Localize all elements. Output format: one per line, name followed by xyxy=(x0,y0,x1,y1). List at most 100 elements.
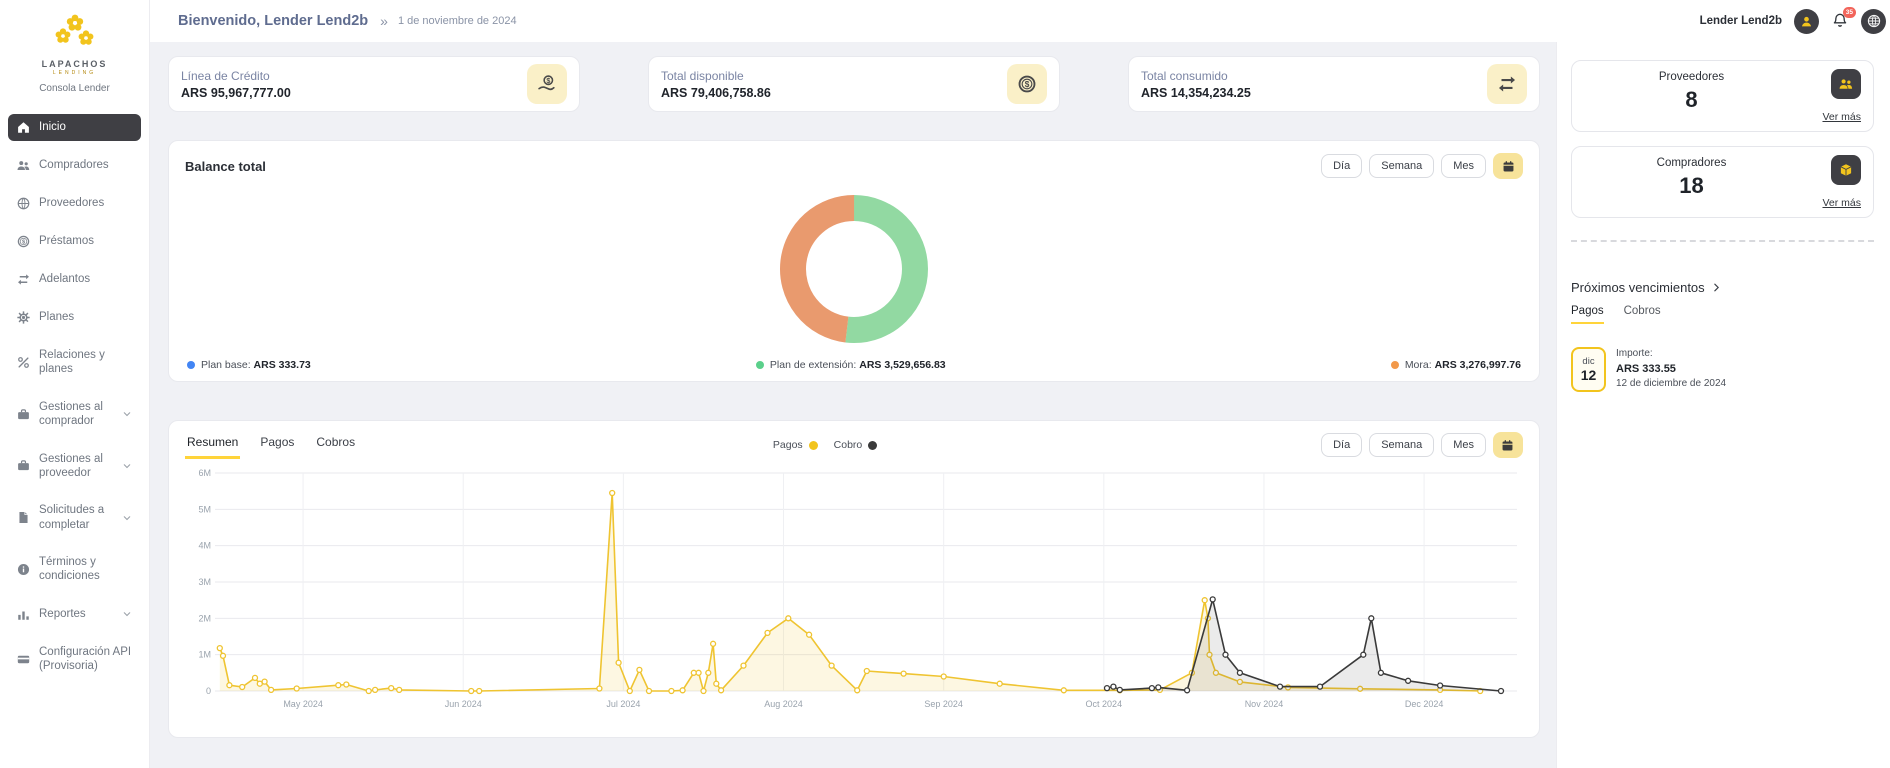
chevron-right-icon xyxy=(1713,283,1719,292)
svg-text:$: $ xyxy=(1025,80,1030,89)
due-date-box: dic 12 xyxy=(1571,347,1606,392)
stat-card-total-disponible: Total disponible ARS 79,406,758.86 $ xyxy=(648,56,1060,112)
sidebar-item-label: Relaciones y planes xyxy=(39,349,105,376)
percent-icon xyxy=(18,356,29,368)
sidebar-item-label: Gestiones al comprador xyxy=(39,400,103,428)
brand-subtitle: LENDING xyxy=(52,70,97,76)
calendar-button[interactable] xyxy=(1492,432,1523,458)
upcoming-tabs: Pagos Cobros xyxy=(1571,305,1874,325)
svg-text:Jul 2024: Jul 2024 xyxy=(606,699,640,709)
bar-chart-icon xyxy=(18,611,29,620)
stat-card-icon-box xyxy=(1487,64,1527,104)
upcoming-title-row[interactable]: Próximos vencimientos xyxy=(1571,280,1874,295)
sidebar-item-adelantos[interactable]: Adelantos xyxy=(8,266,141,293)
coin-icon: $ xyxy=(1018,75,1036,93)
breadcrumb-chevrons: » xyxy=(380,13,388,29)
sidebar-item-compradores[interactable]: Compradores xyxy=(8,152,141,179)
sidebar-item-label: Compradores xyxy=(39,159,109,172)
upcoming-tab-cobros[interactable]: Cobros xyxy=(1623,305,1661,317)
ver-mas-link[interactable]: Ver más xyxy=(1822,197,1861,209)
summary-cards: Proveedores 8 Ver más Compradores 18 Ver… xyxy=(1571,60,1874,218)
credit-card-icon xyxy=(17,655,30,663)
balance-period-controls: Día Semana Mes xyxy=(1321,153,1523,179)
sidebar-item-reportes[interactable]: Reportes xyxy=(8,601,141,628)
legend-dot xyxy=(808,440,818,450)
sidebar-item-label: Préstamos xyxy=(39,235,94,248)
amount-label: Importe: xyxy=(1616,348,1653,360)
sidebar-item-t-rminos-y-condiciones[interactable]: Términos y condiciones xyxy=(8,549,141,590)
svg-text:1M: 1M xyxy=(198,650,211,660)
info-icon xyxy=(17,563,30,575)
people-icon xyxy=(17,161,30,170)
chevron-down-icon xyxy=(123,515,131,520)
balance-card-title: Balance total xyxy=(185,158,266,174)
sidebar-item-pr-stamos[interactable]: $ Préstamos xyxy=(8,228,141,255)
period-button-semana[interactable]: Semana xyxy=(1369,433,1435,457)
tab-cobros[interactable]: Cobros xyxy=(316,435,356,449)
summary-card-proveedores: Proveedores 8 Ver más xyxy=(1571,60,1874,132)
activity-period-controls: Día Semana Mes xyxy=(1321,432,1523,458)
notifications-button[interactable]: 35 xyxy=(1831,7,1856,30)
balance-legend: Plan base: ARS 333.73 Plan de extensión: … xyxy=(185,359,1523,371)
balance-legend-plan-base: Plan base: ARS 333.73 xyxy=(187,359,311,371)
stat-card-total-consumido: Total consumido ARS 14,354,234.25 xyxy=(1128,56,1540,112)
sidebar-item-inicio[interactable]: Inicio xyxy=(8,114,141,141)
calendar-icon xyxy=(1503,160,1513,171)
legend-dot xyxy=(868,440,878,450)
summary-card-icon-box xyxy=(1831,69,1861,99)
language-globe-button[interactable] xyxy=(1861,8,1886,34)
period-button-semana[interactable]: Semana xyxy=(1369,154,1435,178)
series-area-cobro xyxy=(1107,599,1501,691)
stat-card-text: Línea de Crédito ARS 95,967,777.00 xyxy=(181,69,291,100)
legend-dot xyxy=(1390,361,1399,369)
brand-logo: LAPACHOS LENDING Consola Lender xyxy=(8,8,141,104)
period-button-mes[interactable]: Mes xyxy=(1441,433,1486,457)
summary-card-count: 18 xyxy=(1679,173,1704,198)
ver-mas-link[interactable]: Ver más xyxy=(1822,111,1861,123)
sidebar-item-gestiones-al-proveedor[interactable]: Gestiones al proveedor xyxy=(8,446,141,487)
package-icon xyxy=(1840,164,1852,176)
period-button-mes[interactable]: Mes xyxy=(1441,154,1486,178)
tab-pagos[interactable]: Pagos xyxy=(260,435,295,449)
stat-cards-row: Línea de Crédito ARS 95,967,777.00 $ Tot… xyxy=(168,56,1540,112)
stat-card-value: ARS 79,406,758.86 xyxy=(661,85,771,100)
sidebar-item-proveedores[interactable]: Proveedores xyxy=(8,190,141,217)
balance-donut-wrap xyxy=(185,179,1523,359)
sidebar-item-solicitudes-a-completar[interactable]: Solicitudes a completar xyxy=(8,497,141,538)
chevron-down-icon xyxy=(123,412,131,417)
people-icon xyxy=(1839,79,1853,89)
upcoming-tab-pagos[interactable]: Pagos xyxy=(1571,305,1604,324)
period-button-dia[interactable]: Día xyxy=(1321,433,1363,457)
svg-text:Jun 2024: Jun 2024 xyxy=(445,699,482,709)
stat-card-text: Total consumido ARS 14,354,234.25 xyxy=(1141,69,1251,100)
svg-text:0: 0 xyxy=(206,686,211,696)
balance-legend-mora: Mora: ARS 3,276,997.76 xyxy=(1390,359,1521,371)
summary-card-icon-box xyxy=(1831,155,1861,185)
legend-label: Pagos xyxy=(772,439,803,451)
chevron-down-icon xyxy=(123,464,131,469)
sidebar-item-planes[interactable]: Planes xyxy=(8,304,141,331)
user-avatar[interactable] xyxy=(1794,8,1819,34)
period-button-dia[interactable]: Día xyxy=(1321,154,1363,178)
sidebar-item-gestiones-al-comprador[interactable]: Gestiones al comprador xyxy=(8,394,141,435)
sidebar-item-relaciones-y-planes[interactable]: Relaciones y planes xyxy=(8,342,141,383)
amount-value: ARS 333.55 xyxy=(1616,362,1676,375)
legend-text: Mora: ARS 3,276,997.76 xyxy=(1404,359,1521,371)
activity-tabs: Resumen Pagos Cobros xyxy=(185,431,357,459)
upcoming-item[interactable]: dic 12 Importe: ARS 333.55 12 de diciemb… xyxy=(1571,347,1874,392)
stat-card-l-nea-de-cr-dito: Línea de Crédito ARS 95,967,777.00 $ xyxy=(168,56,580,112)
stat-card-icon-box: $ xyxy=(527,64,567,104)
notification-badge: 35 xyxy=(1842,7,1856,18)
sidebar-item-label: Términos y condiciones xyxy=(39,556,100,583)
sidebar-item-configuraci-n-api-provisoria-[interactable]: Configuración API (Provisoria) xyxy=(8,639,141,680)
tab-resumen[interactable]: Resumen xyxy=(185,431,241,459)
calendar-button[interactable] xyxy=(1493,153,1523,179)
svg-text:$: $ xyxy=(546,77,550,85)
chevron-down-icon xyxy=(123,612,131,617)
due-info: Importe: ARS 333.55 12 de diciembre de 2… xyxy=(1616,347,1726,392)
upcoming-title: Próximos vencimientos xyxy=(1571,280,1705,295)
series-line-pagos xyxy=(219,492,1481,692)
briefcase-icon xyxy=(18,408,29,419)
svg-text:Nov 2024: Nov 2024 xyxy=(1245,699,1284,709)
